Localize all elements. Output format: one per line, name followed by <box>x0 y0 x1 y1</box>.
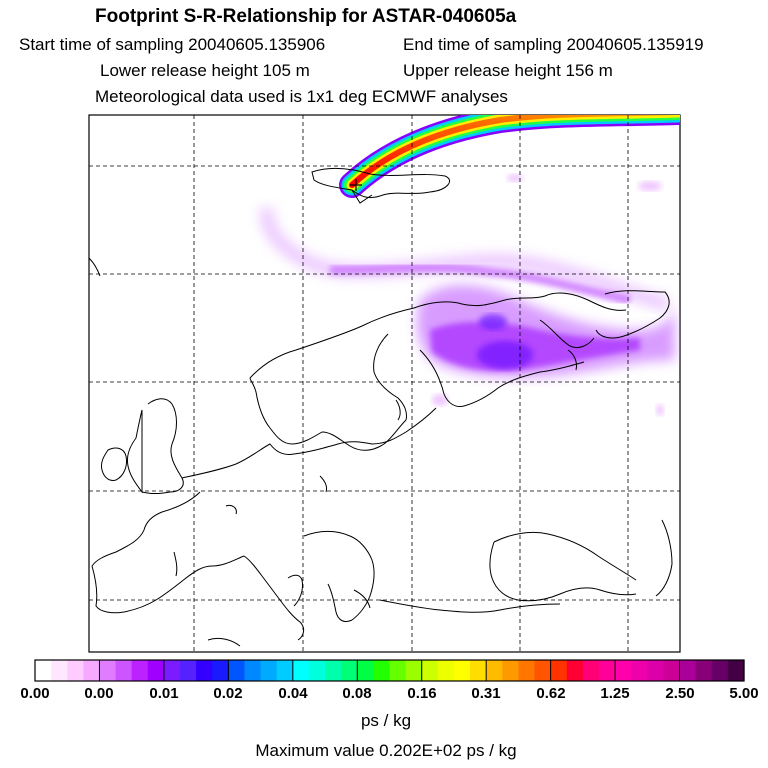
colorbar-tick-label: 0.04 <box>278 685 308 702</box>
colorbar-swatch <box>598 660 616 681</box>
colorbar-tick-label: 0.02 <box>213 685 243 702</box>
colorbar-tick-label: 0.31 <box>471 685 501 702</box>
colorbar-swatch <box>196 660 213 681</box>
colorbar-swatch <box>83 660 101 681</box>
colorbar-swatch <box>470 660 487 681</box>
colorbar-swatch <box>453 660 471 681</box>
colorbar-swatch <box>550 660 568 681</box>
colorbar-swatch <box>115 660 133 681</box>
colorbar-swatch <box>163 660 181 681</box>
color-scale-bar <box>34 659 745 682</box>
colorbar-swatch <box>99 660 117 681</box>
colorbar-tick-label: 2.50 <box>665 685 695 702</box>
release-point-marker <box>350 179 362 191</box>
plume-streak <box>339 115 680 198</box>
colorbar-swatch <box>292 660 310 681</box>
colorbar-swatch <box>421 660 439 681</box>
colorbar-swatch <box>260 660 278 681</box>
colorbar-tick-label: 0.00 <box>84 685 114 702</box>
colorbar-swatch <box>131 660 149 681</box>
meteorological-data: Meteorological data used is 1x1 deg ECMW… <box>95 87 508 106</box>
map-frame <box>88 114 681 653</box>
colorbar-swatch <box>518 660 536 681</box>
start-time: Start time of sampling 20040605.135906 <box>19 35 326 54</box>
colorbar-swatch <box>437 660 455 681</box>
colorbar-tick-label: 0.62 <box>536 685 566 702</box>
colorbar-swatch <box>373 660 391 681</box>
colorbar-swatch <box>711 660 729 681</box>
colorbar-swatch <box>308 660 326 681</box>
colorbar-swatch <box>695 660 713 681</box>
colorbar-tick-label: 1.25 <box>600 685 630 702</box>
colorbar-swatch <box>51 660 68 681</box>
upper-release-height: Upper release height 156 m <box>403 61 613 80</box>
colorbar-swatch <box>244 660 262 681</box>
colorbar-swatch <box>679 660 697 681</box>
colorbar-tick-label: 0.16 <box>407 685 437 702</box>
graticule <box>89 115 680 652</box>
colorbar-tick-label: 0.00 <box>20 685 50 702</box>
colorbar-swatch <box>631 660 648 681</box>
colorbar-swatch <box>147 660 165 681</box>
colorbar-swatch <box>276 660 294 681</box>
colorbar-swatch <box>615 660 632 681</box>
end-time: End time of sampling 20040605.135919 <box>403 35 704 54</box>
colorbar-swatch <box>35 660 52 681</box>
colorbar-tick-label: 0.08 <box>342 685 372 702</box>
colorbar-swatch <box>389 660 407 681</box>
lower-release-height: Lower release height 105 m <box>100 61 310 80</box>
colorbar-swatch <box>357 660 374 681</box>
colorbar-swatch <box>534 660 552 681</box>
page-title: Footprint S-R-Relationship for ASTAR-040… <box>95 6 517 27</box>
colorbar-swatch <box>647 660 665 681</box>
colorbar-swatch <box>502 660 520 681</box>
colorbar-swatch <box>341 660 358 681</box>
colorbar-swatch <box>405 660 423 681</box>
colorbar-swatch <box>486 660 503 681</box>
colorbar-swatch <box>325 660 342 681</box>
colorbar-swatch <box>67 660 84 681</box>
colorbar-swatch <box>663 660 681 681</box>
colorbar-unit: ps / kg <box>360 711 412 730</box>
colorbar-swatch <box>228 660 246 681</box>
colorbar-swatch <box>727 660 745 681</box>
colorbar-swatch <box>566 660 584 681</box>
colorbar-swatch <box>212 660 229 681</box>
coastlines <box>89 167 673 647</box>
colorbar-swatch <box>180 660 197 681</box>
colorbar-tick-label: 5.00 <box>729 685 759 702</box>
colorbar-border <box>34 659 745 682</box>
colorbar-swatch <box>582 660 600 681</box>
maximum-value: Maximum value 0.202E+02 ps / kg <box>255 741 517 760</box>
colorbar-tick-label: 0.01 <box>149 685 179 702</box>
footprint-field <box>260 174 675 416</box>
